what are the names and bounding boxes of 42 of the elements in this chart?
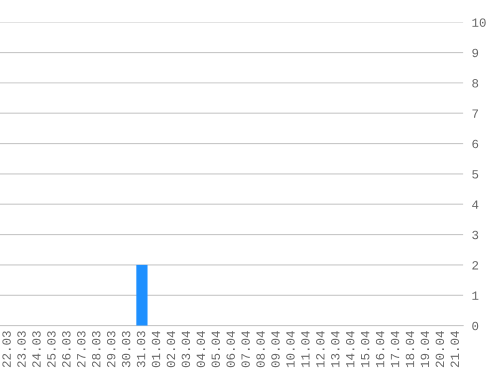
x-tick-label: 26.03	[62, 331, 71, 368]
x-tick-label: 25.03	[47, 331, 56, 368]
y-tick-label: 2	[472, 261, 478, 270]
y-tick-label: 9	[472, 48, 478, 58]
x-tick-label: 19.04	[420, 331, 430, 368]
x-tick-label: 20.04	[436, 331, 444, 368]
x-tick-label: 23.03	[17, 331, 26, 368]
x-tick-label: 05.04	[212, 331, 220, 368]
y-tick-label: 10	[472, 18, 486, 27]
x-tick-label: 12.04	[316, 331, 325, 368]
x-tick-label: 18.04	[406, 331, 414, 368]
x-tick-label: 02.04	[166, 331, 176, 368]
y-tick-label: 8	[472, 79, 478, 88]
y-tick-label: 5	[472, 170, 478, 179]
y-tick-label: 4	[472, 200, 478, 209]
x-tick-label: 17.04	[390, 331, 400, 368]
x-tick-label: 09.04	[271, 331, 280, 368]
y-tick-label: 7	[472, 110, 478, 118]
x-tick-label: 28.03	[92, 331, 100, 368]
x-tick-label: 08.04	[256, 331, 265, 368]
x-tick-label: 31.03	[136, 331, 146, 368]
x-tick-label: 11.04	[301, 331, 310, 368]
x-tick-label: 29.03	[106, 331, 116, 368]
x-tick-label: 06.04	[226, 331, 235, 368]
x-tick-label: 01.04	[152, 331, 160, 368]
y-tick-label: 1	[472, 292, 478, 300]
x-tick-label: 10.04	[286, 331, 295, 368]
x-tick-label: 14.04	[346, 331, 354, 368]
x-tick-label: 04.04	[196, 331, 206, 368]
x-tick-label: 03.04	[182, 331, 190, 368]
x-tick-label: 22.03	[2, 331, 11, 368]
x-tick-label: 13.04	[331, 331, 340, 368]
x-tick-label: 24.03	[32, 331, 41, 368]
x-tick-label: 30.03	[122, 331, 130, 368]
y-tick-label: 3	[472, 230, 478, 240]
x-tick-label: 16.04	[376, 331, 384, 368]
x-tick-label: 15.04	[360, 331, 370, 368]
y-tick-label: 0	[472, 322, 478, 330]
x-tick-label: 27.03	[77, 331, 86, 368]
x-tick-label: 21.04	[450, 331, 460, 368]
x-tick-label: 07.04	[241, 331, 250, 368]
y-tick-label: 6	[472, 140, 478, 148]
